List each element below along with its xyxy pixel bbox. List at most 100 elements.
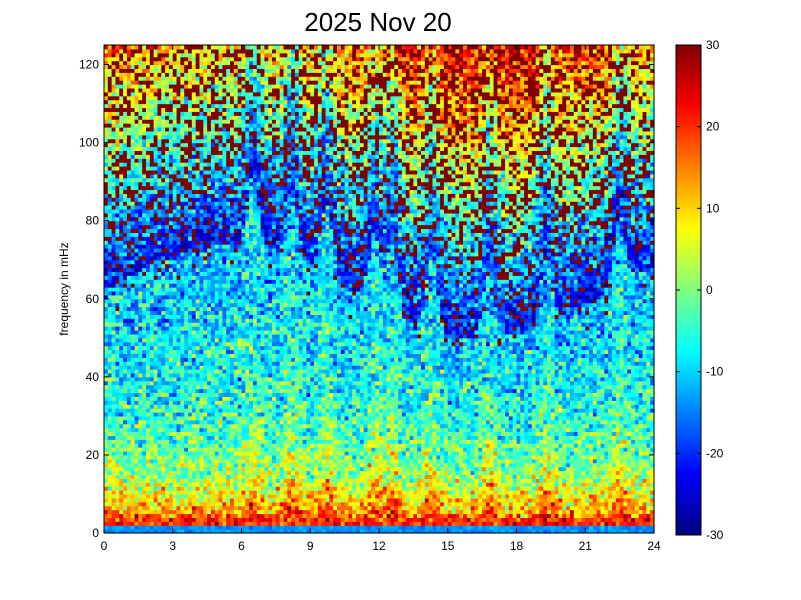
heatmap-cell [214,64,220,70]
heatmap-cell [252,482,258,487]
heatmap-cell [214,415,220,421]
heatmap-cell [130,76,136,81]
heatmap-cell [222,142,227,148]
heatmap-cell [184,439,189,444]
heatmap-cell [203,80,208,85]
heatmap-cell [123,166,128,171]
heatmap-cell [115,68,120,73]
heatmap-cell [157,224,162,230]
heatmap-cell [226,369,231,374]
heatmap-cell [207,197,212,202]
heatmap-cell [199,255,204,261]
heatmap-cell [188,236,193,241]
heatmap-cell [237,52,243,58]
heatmap-cell [237,115,243,120]
heatmap-cell [237,205,243,210]
heatmap-cell [153,474,159,479]
heatmap-cell [191,431,197,436]
heatmap-cell [252,240,258,245]
heatmap-cell [119,353,124,358]
heatmap-cell [195,349,201,355]
heatmap-cell [237,345,243,351]
heatmap-cell [245,431,250,436]
heatmap-cell [107,244,113,249]
heatmap-cell [188,251,193,257]
heatmap-cell [249,462,254,468]
heatmap-cell [176,369,181,374]
heatmap-cell [172,493,178,499]
heatmap-cell [142,470,147,476]
heatmap-cell [218,130,223,136]
heatmap-cell [214,103,220,109]
heatmap-cell [165,72,170,77]
heatmap-cell [252,244,258,249]
heatmap-cell [218,287,223,292]
heatmap-cell [138,158,143,163]
heatmap-cell [115,431,120,436]
heatmap-cell [245,271,250,276]
heatmap-cell [119,318,124,323]
heatmap-cell [146,150,151,155]
heatmap-cell [138,197,143,202]
heatmap-cell [165,240,170,245]
heatmap-cell [107,423,113,429]
heatmap-cell [130,287,136,292]
heatmap-cell [226,142,231,148]
heatmap-cell [210,64,216,70]
heatmap-cell [245,318,250,323]
heatmap-cell [134,306,139,312]
heatmap-cell [149,251,155,257]
heatmap-cell [188,84,193,89]
heatmap-cell [241,60,246,66]
heatmap-cell [180,298,185,304]
heatmap-cell [119,357,124,362]
heatmap-cell [157,337,162,343]
heatmap-cell [245,345,250,351]
heatmap-cell [233,404,239,409]
heatmap-cell [233,396,239,401]
heatmap-cell [203,318,208,323]
heatmap-cell [176,162,181,167]
heatmap-cell [130,146,136,151]
heatmap-cell [176,306,181,312]
heatmap-cell [207,349,212,355]
heatmap-cell [149,462,155,468]
heatmap-cell [226,376,231,382]
heatmap-cell [123,208,128,214]
heatmap-cell [218,341,223,347]
heatmap-cell [252,365,258,370]
heatmap-cell [191,271,197,276]
heatmap-cell [210,185,216,191]
heatmap-cell [230,87,235,93]
heatmap-cell [157,294,162,300]
heatmap-cell [180,224,185,230]
heatmap-cell [153,126,159,132]
heatmap-cell [138,509,143,515]
heatmap-cell [157,99,162,105]
heatmap-cell [115,169,120,175]
heatmap-cell [142,466,147,472]
heatmap-cell [241,91,246,97]
heatmap-cell [119,212,124,218]
heatmap-cell [146,76,151,81]
heatmap-cell [199,169,204,175]
heatmap-cell [123,493,128,499]
heatmap-cell [214,72,220,77]
heatmap-cell [237,404,243,409]
heatmap-cell [252,263,258,269]
heatmap-cell [199,72,204,77]
heatmap-cell [104,525,109,530]
heatmap-cell [107,212,113,218]
heatmap-cell [107,306,113,312]
heatmap-cell [172,130,178,136]
heatmap-cell [218,72,223,77]
heatmap-cell [233,509,239,515]
heatmap-cell [111,177,117,183]
heatmap-cell [123,376,128,382]
heatmap-cell [107,255,113,261]
heatmap-cell [107,216,113,222]
heatmap-cell [245,189,250,194]
heatmap-cell [203,275,208,280]
heatmap-cell [210,95,216,101]
heatmap-cell [172,56,178,62]
